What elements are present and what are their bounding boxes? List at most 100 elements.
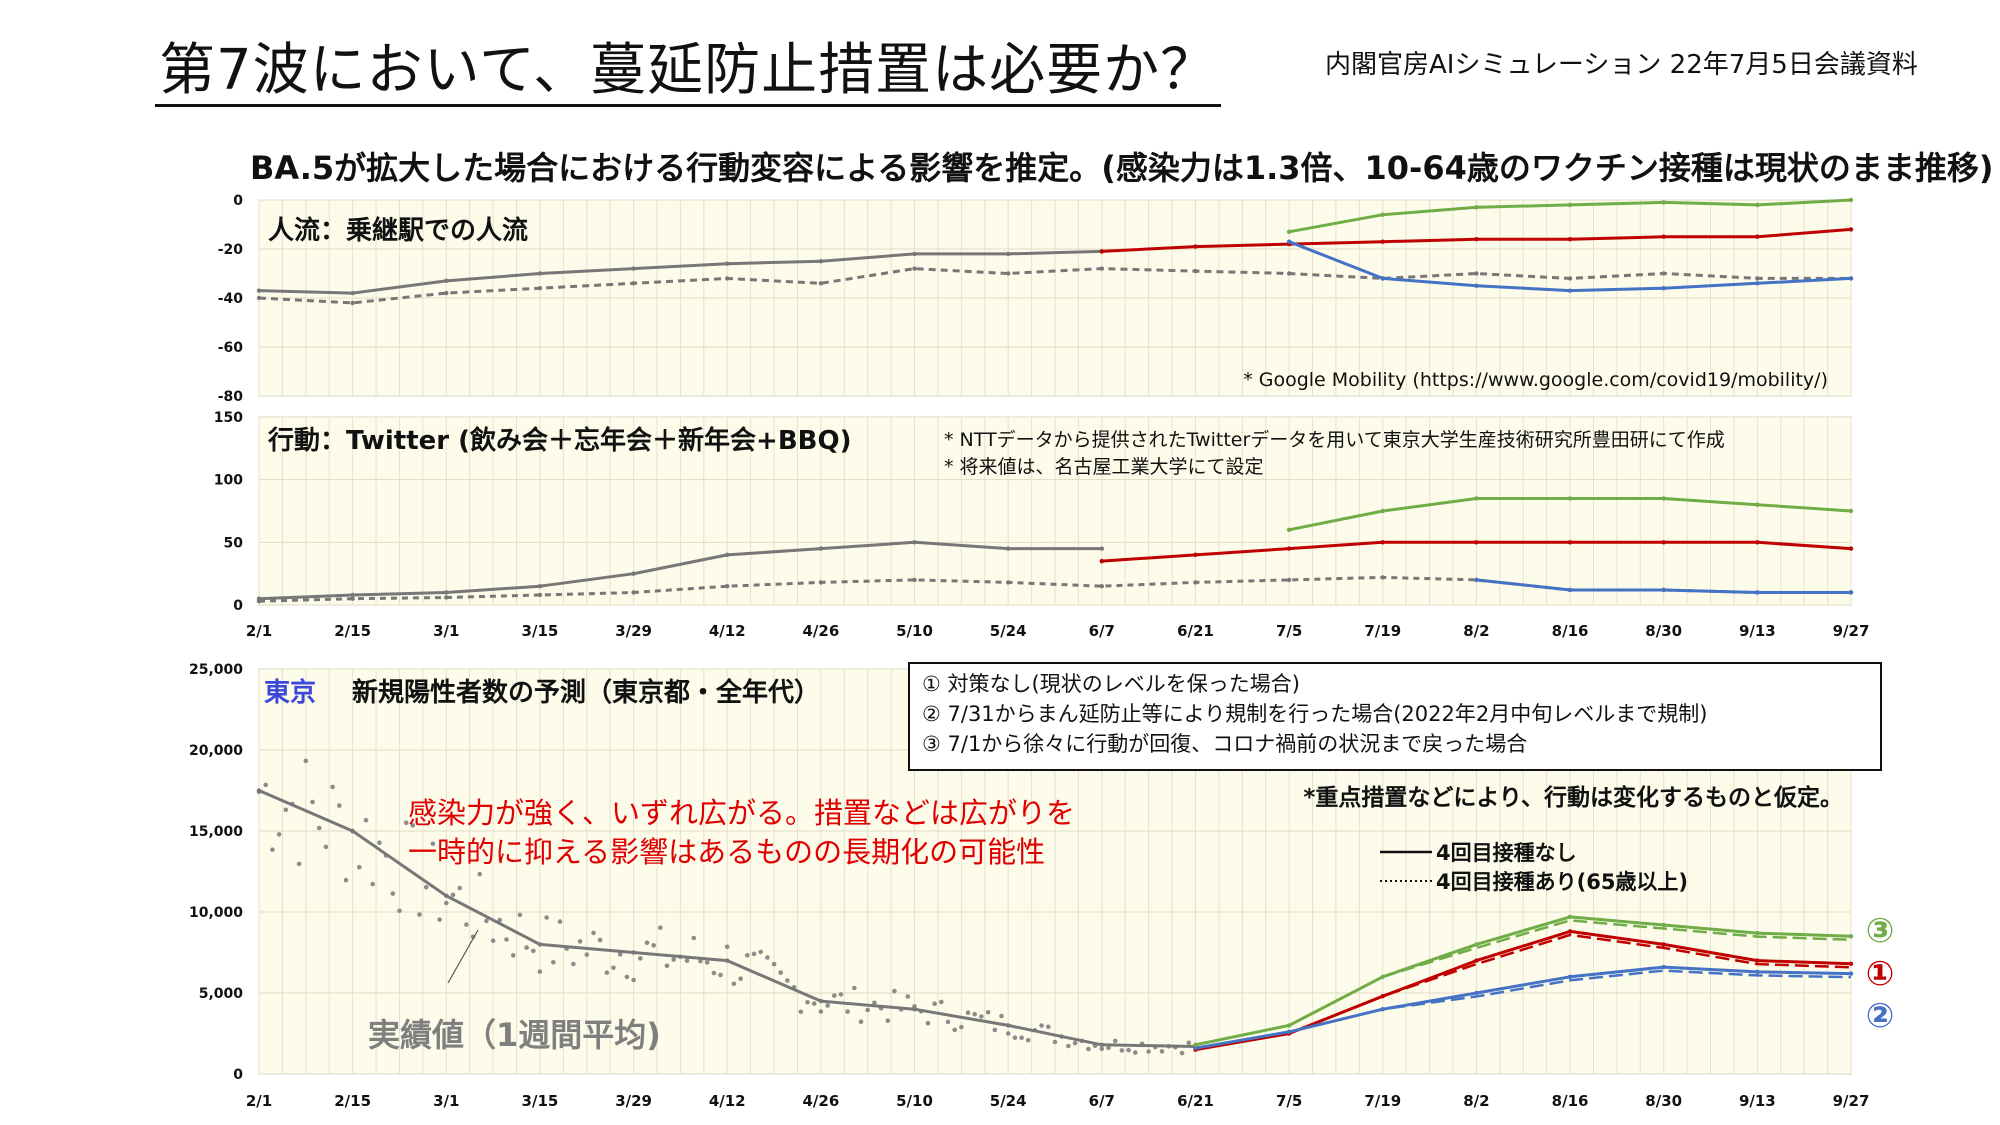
series-point xyxy=(1567,540,1573,545)
series-point xyxy=(1099,546,1105,551)
series-point xyxy=(1286,546,1292,551)
daily-case-dot xyxy=(410,823,416,828)
series-point xyxy=(912,251,917,257)
daily-case-dot xyxy=(718,972,723,978)
series-point xyxy=(444,595,449,600)
series-line xyxy=(258,267,1851,305)
end-marker-2: ② xyxy=(1866,996,1895,1036)
series-point xyxy=(256,788,262,793)
mobility-y-ticks: 0 -20 -40 -60 -80 xyxy=(218,193,244,405)
cases-chart: 25,000 20,000 15,000 10,000 5,000 0 2/1 2/15 3/… xyxy=(189,662,1894,1110)
series-point xyxy=(1755,276,1760,281)
actual-value-label: 実績値（1週間平均) xyxy=(368,1016,661,1054)
x-tick-label: 2/15 xyxy=(334,1092,371,1110)
y-tick-label: 0 xyxy=(233,598,243,614)
series-point xyxy=(1380,276,1385,281)
series-line-dashed xyxy=(1195,919,1852,1047)
series-point xyxy=(537,942,543,947)
y-tick-label: 150 xyxy=(214,410,243,426)
daily-case-dot xyxy=(1025,1037,1031,1043)
daily-case-dot xyxy=(818,1009,824,1014)
daily-case-dot xyxy=(885,1018,891,1023)
series-point xyxy=(537,271,543,276)
series-point xyxy=(1567,288,1573,293)
series-point xyxy=(1661,200,1666,205)
daily-case-dot xyxy=(604,970,610,975)
series-point xyxy=(725,276,730,281)
daily-case-dot xyxy=(1119,1048,1125,1053)
twitter-note-1: * NTTデータから提供されたTwitterデータを用いて東京大学生産技術研究所… xyxy=(944,429,1725,451)
x-tick-label: 7/5 xyxy=(1276,622,1302,640)
x-tick-label: 9/27 xyxy=(1833,622,1870,640)
series-point xyxy=(1193,580,1198,585)
daily-case-dot xyxy=(444,900,449,906)
daily-case-dot xyxy=(497,917,503,923)
daily-case-dot xyxy=(798,1009,804,1015)
end-marker-1: ① xyxy=(1866,954,1895,994)
x-tick-label: 3/1 xyxy=(433,622,459,640)
daily-case-dot xyxy=(805,1000,810,1005)
series-point xyxy=(1286,577,1292,583)
daily-case-dot xyxy=(597,937,603,943)
x-tick-label: 6/7 xyxy=(1089,622,1115,640)
daily-case-dot xyxy=(1005,1031,1011,1036)
scenario-1-text: ① 対策なし(現状のレベルを保った場合) xyxy=(922,672,1300,696)
series-point xyxy=(1380,239,1385,244)
cases-daily-dots xyxy=(256,758,1192,1056)
series-point xyxy=(818,546,824,551)
series-point xyxy=(1474,205,1479,210)
series-point xyxy=(1755,202,1760,208)
daily-case-dot xyxy=(945,1019,951,1025)
daily-case-dot xyxy=(397,908,402,914)
series-point xyxy=(1848,197,1854,203)
daily-case-dot xyxy=(952,1027,957,1033)
daily-case-dot xyxy=(939,999,944,1005)
mobility-source: * Google Mobility (https://www.google.co… xyxy=(1243,369,1828,391)
series-point xyxy=(1474,577,1479,583)
series-point xyxy=(1661,942,1666,947)
daily-case-dot xyxy=(417,912,422,917)
series-point xyxy=(537,592,543,598)
cases-series xyxy=(256,788,1854,1052)
actual-label-leader xyxy=(447,929,479,984)
daily-case-dot xyxy=(1052,1039,1058,1045)
series-point xyxy=(1848,276,1854,281)
series-point xyxy=(537,584,543,589)
daily-case-dot xyxy=(731,981,737,987)
series-point xyxy=(1755,502,1760,507)
twitter-x-ticks: 2/1 2/15 3/1 3/15 3/29 4/12 4/26 5/10 5/24 6/7 6/2… xyxy=(246,622,1870,640)
series-point xyxy=(444,893,449,898)
x-tick-label: 6/21 xyxy=(1177,622,1214,640)
series-point xyxy=(1661,964,1666,970)
daily-case-dot xyxy=(671,957,676,962)
mobility-series xyxy=(256,197,1854,306)
series-point xyxy=(1005,580,1011,585)
x-tick-label: 8/16 xyxy=(1552,622,1589,640)
series-point xyxy=(1755,281,1760,286)
series-point xyxy=(350,290,355,296)
series-point xyxy=(912,577,917,583)
series-point xyxy=(350,596,355,601)
daily-case-dot xyxy=(1126,1047,1131,1053)
series-point xyxy=(1380,540,1385,545)
daily-case-dot xyxy=(858,1019,864,1024)
daily-case-dot xyxy=(1066,1043,1071,1049)
x-tick-label: 2/1 xyxy=(246,1092,272,1110)
daily-case-dot xyxy=(370,881,376,887)
series-point xyxy=(1848,590,1854,595)
series-point xyxy=(1193,268,1198,274)
daily-case-dot xyxy=(390,891,396,896)
series-point xyxy=(1474,283,1479,288)
daily-case-dot xyxy=(892,988,897,994)
daily-case-dot xyxy=(316,825,322,831)
daily-case-dot xyxy=(838,992,844,997)
series-point xyxy=(1755,540,1760,545)
daily-case-dot xyxy=(303,758,309,764)
series-point xyxy=(1286,229,1292,235)
x-tick-label: 8/30 xyxy=(1645,622,1682,640)
series-point xyxy=(1661,540,1666,545)
series-point xyxy=(1380,575,1385,580)
daily-case-dot xyxy=(430,841,436,847)
x-tick-label: 3/15 xyxy=(522,1092,559,1110)
y-tick-label: 50 xyxy=(224,535,244,551)
